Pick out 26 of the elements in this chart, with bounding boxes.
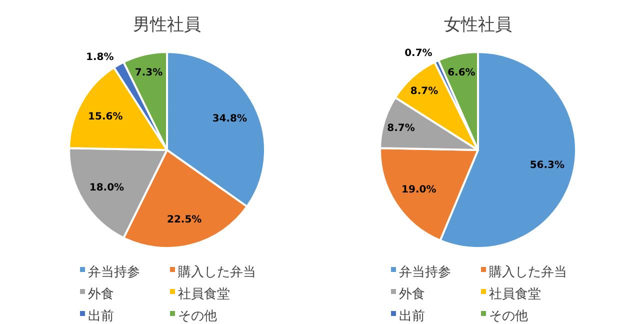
legend-label: 外食 xyxy=(399,287,425,302)
data-label: 7.3% xyxy=(134,68,163,79)
legend-label: 外食 xyxy=(88,287,114,302)
chart-title: 男性社員 xyxy=(133,15,202,35)
data-label: 22.5% xyxy=(166,214,202,226)
legend-label: 出前 xyxy=(88,309,114,324)
legend-label: 出前 xyxy=(399,309,425,324)
chart-title: 女性社員 xyxy=(444,15,512,35)
legend-label: 弁当持参 xyxy=(88,265,140,280)
data-label: 56.3% xyxy=(530,160,565,171)
legend-label: 社員食堂 xyxy=(489,287,541,302)
data-label: 1.8% xyxy=(86,52,114,64)
legend-label: 購入した弁当 xyxy=(489,265,567,280)
data-label: 0.7% xyxy=(404,48,432,60)
legend-label: その他 xyxy=(178,309,217,324)
data-label: 15.6% xyxy=(88,112,123,123)
data-label: 19.0% xyxy=(402,184,436,196)
legend-label: その他 xyxy=(489,309,528,324)
legend-label: 社員食堂 xyxy=(178,287,230,302)
data-label: 18.0% xyxy=(89,182,124,194)
data-label: 8.7% xyxy=(387,122,415,134)
data-label: 8.7% xyxy=(410,86,438,98)
data-label: 6.6% xyxy=(448,67,476,78)
legend-label: 購入した弁当 xyxy=(178,265,256,280)
legend-label: 弁当持参 xyxy=(399,265,451,280)
data-label: 34.8% xyxy=(212,114,248,125)
